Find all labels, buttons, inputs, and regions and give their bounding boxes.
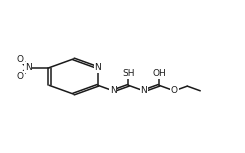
Text: N: N: [25, 63, 32, 72]
Text: O: O: [17, 72, 24, 81]
Text: OH: OH: [152, 69, 166, 78]
Text: O: O: [171, 86, 178, 95]
Text: N: N: [110, 86, 117, 95]
Text: SH: SH: [122, 69, 135, 78]
Text: N: N: [140, 86, 147, 95]
Text: O: O: [17, 55, 24, 64]
Text: N: N: [95, 63, 101, 72]
